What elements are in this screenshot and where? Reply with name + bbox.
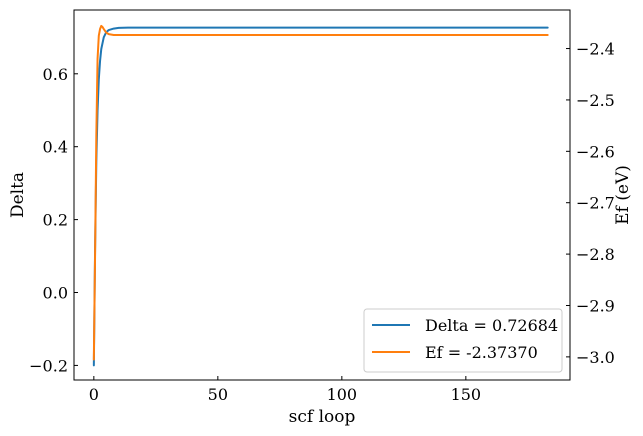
y-right-tick-label: −2.8 [576, 245, 615, 264]
x-axis-title: scf loop [289, 407, 356, 427]
y-right-tick-label: −2.9 [576, 296, 615, 315]
plot-area [73, 9, 571, 381]
y-right-tick-label: −2.7 [576, 194, 615, 213]
legend-label-ef: Ef = -2.37370 [425, 343, 538, 362]
y-axis-right: −3.0 −2.9 −2.8 −2.7 −2.6 −2.5 −2.4 [566, 40, 615, 367]
series-line-ef [92, 24, 549, 361]
plot-frame [73, 9, 571, 381]
y-axis-left-title: Delta [8, 172, 28, 218]
x-axis: 0 50 100 150 [89, 376, 481, 404]
y-right-tick-label: −2.5 [576, 91, 615, 110]
x-tick-label: 0 [89, 385, 99, 404]
y-right-tick-label: −3.0 [576, 348, 615, 367]
x-tick-label: 100 [327, 385, 358, 404]
y-right-tick-label: −2.4 [576, 40, 615, 59]
y-axis-right-title: Ef (eV) [613, 165, 633, 225]
y-left-tick-label: 0.4 [43, 138, 68, 157]
y-left-tick-label: 0.0 [43, 284, 68, 303]
legend: Delta = 0.72684 Ef = -2.37370 [363, 308, 563, 373]
y-left-tick-label: 0.2 [43, 211, 68, 230]
y-right-tick-label: −2.6 [576, 142, 615, 161]
legend-box [363, 308, 563, 373]
y-left-tick-label: 0.6 [43, 65, 68, 84]
series-layer [92, 24, 549, 367]
legend-label-delta: Delta = 0.72684 [425, 316, 558, 335]
y-left-tick-label: −0.2 [29, 356, 68, 375]
x-tick-label: 150 [451, 385, 482, 404]
x-tick-label: 50 [208, 385, 228, 404]
y-axis-left: −0.2 0.0 0.2 0.4 0.6 [29, 65, 78, 375]
